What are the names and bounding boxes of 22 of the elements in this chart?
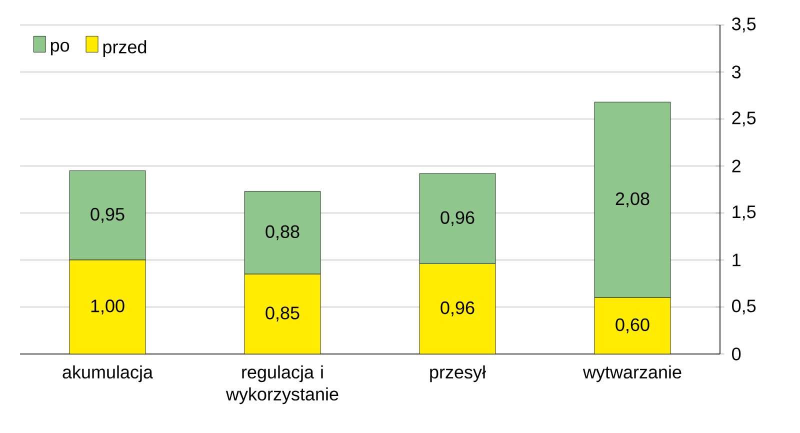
y-tick-label: 3	[732, 66, 741, 78]
legend-label: przed	[103, 40, 146, 57]
data-label: 0,96	[440, 211, 474, 226]
y-tick-label: 0,5	[732, 300, 756, 314]
data-label: 0,85	[266, 306, 300, 322]
y-tick-label: 1,5	[732, 206, 756, 220]
x-tick-label: regulacja i wykorzystanie	[226, 365, 338, 404]
data-label: 0,95	[90, 208, 124, 223]
x-tick-label: przesył	[430, 365, 486, 382]
data-label: 0,60	[616, 318, 650, 334]
legend-label: po	[50, 42, 70, 56]
data-label: 0,88	[266, 225, 300, 240]
y-tick-label: 2	[732, 160, 740, 172]
data-label: 1,00	[91, 300, 124, 314]
data-label: 2,08	[616, 192, 650, 208]
y-tick-label: 2,5	[732, 112, 756, 126]
x-tick-label: wytwarzanie	[582, 365, 682, 382]
y-tick-label: 1	[732, 254, 740, 266]
y-tick-label: 3,5	[732, 18, 756, 32]
data-label: 0,96	[440, 301, 474, 316]
x-tick-label: akumulacja	[62, 365, 154, 382]
y-tick-label: 0	[732, 348, 741, 360]
